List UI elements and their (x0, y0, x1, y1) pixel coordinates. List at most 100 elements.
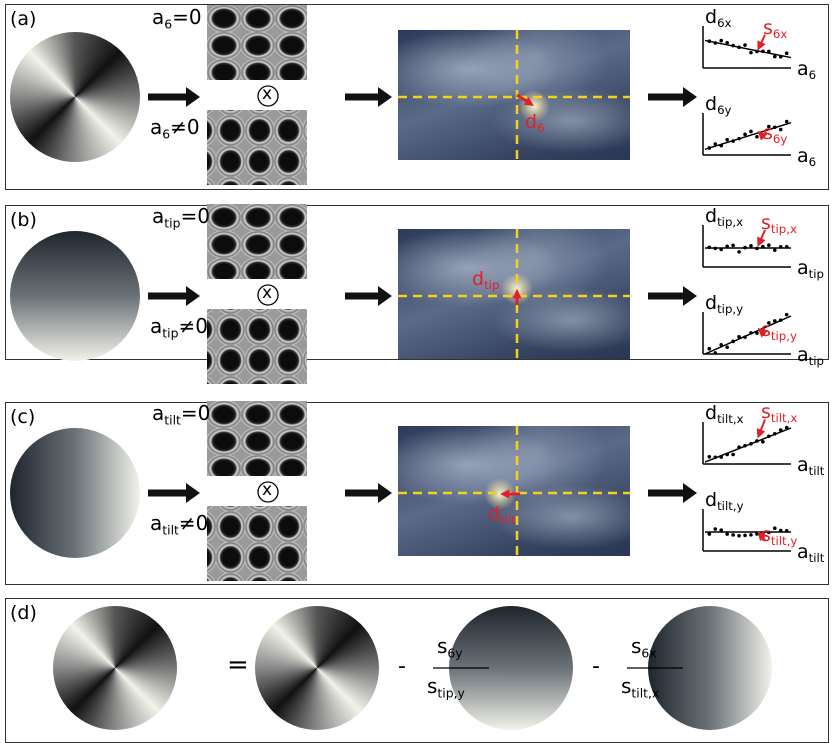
image-label: a6=0 (152, 7, 202, 31)
sample-point (731, 244, 735, 248)
sample-point (743, 534, 747, 538)
label-sub: tilt,y (771, 534, 797, 548)
sample-point (779, 245, 783, 249)
flow-arrow-head (378, 87, 392, 107)
label-base: d (705, 205, 717, 227)
sample-point (737, 335, 741, 339)
image-label: atip=0 (152, 206, 210, 230)
sample-point (779, 428, 783, 432)
minus-sign: - (592, 656, 600, 678)
sample-point (708, 347, 712, 351)
sample-point (755, 439, 759, 443)
sample-point (755, 50, 759, 54)
sample-point (779, 55, 783, 59)
label-sub: tip,y (717, 302, 743, 316)
sample-point (713, 41, 717, 45)
minus-sign: - (398, 656, 406, 678)
label-base: s (761, 212, 771, 234)
image-label: atilt≠0 (150, 513, 208, 537)
fraction-denominator: stilt,x (621, 676, 659, 700)
label-base: s (761, 319, 771, 341)
sample-point (725, 453, 729, 457)
label-base: a (797, 454, 809, 476)
panel-label: (c) (10, 408, 35, 427)
slope-label: stilt,y (761, 526, 797, 548)
shift-label: d6 (525, 113, 545, 135)
label-rest: ≠0 (179, 511, 208, 535)
label-sub: tilt,x (631, 685, 659, 700)
sample-point (773, 248, 777, 252)
panel-label: (d) (10, 604, 37, 623)
sample-point (785, 245, 789, 249)
panel-label: (a) (10, 10, 36, 29)
label-sub: 6 (162, 126, 170, 141)
equals-sign: = (227, 652, 249, 678)
label-base: s (763, 17, 773, 39)
sample-point (749, 51, 753, 55)
label-sub: tip (809, 267, 824, 281)
plot-x-label: atip (797, 346, 824, 368)
sample-point (713, 247, 717, 251)
sample-point (749, 244, 753, 248)
flow-arrow-head (378, 483, 392, 503)
label-sub: tilt (500, 513, 516, 527)
sample-point (743, 335, 747, 339)
sample-point (731, 453, 735, 457)
label-base: s (761, 524, 771, 546)
image-label: atilt=0 (152, 403, 210, 427)
label-sub: tilt (809, 464, 825, 478)
sample-point (708, 532, 712, 536)
slope-label: s6y (763, 124, 787, 146)
sample-point (708, 39, 712, 43)
sample-point (719, 248, 723, 252)
red-arrow-head (500, 489, 509, 498)
sample-point (725, 41, 729, 45)
label-base: a (797, 541, 809, 563)
plot-x-label: atip (797, 259, 824, 281)
label-sub: 6 (809, 155, 817, 169)
label-base: a (797, 344, 809, 366)
label-sub: 6y (717, 103, 731, 117)
label-sub: tip,y (437, 685, 464, 700)
label-base: d (472, 268, 484, 290)
plot-x-label: atilt (797, 543, 824, 565)
label-base: s (631, 634, 641, 658)
operator: x (262, 285, 272, 302)
plot-y-label: dtilt,x (705, 404, 744, 426)
sample-point (737, 534, 741, 538)
sample-point (785, 52, 789, 56)
sample-point (743, 133, 747, 137)
operator: x (262, 482, 272, 499)
label-base: a (150, 115, 162, 139)
sample-point (719, 528, 723, 532)
label-base: a (152, 5, 164, 29)
label-sub: tilt (162, 522, 179, 537)
slope-label: stip,y (761, 321, 797, 343)
plot-x-label: atilt (797, 456, 824, 478)
fit-line (705, 428, 791, 462)
plot-y-label: dtip,x (705, 207, 743, 229)
label-base: a (152, 401, 164, 425)
shift-label: dtip (472, 270, 499, 292)
sample-point (749, 533, 753, 537)
flow-arrow-head (683, 286, 697, 306)
sample-point (731, 139, 735, 143)
red-arrow-head (512, 289, 521, 298)
sample-point (767, 435, 771, 439)
label-rest: =0 (172, 5, 201, 29)
label-sub: tip (162, 325, 178, 340)
label-sub: tilt,x (771, 412, 797, 426)
plot-y-label: dtilt,y (705, 491, 744, 513)
sample-point (737, 445, 741, 449)
label-sub: 6y (447, 645, 462, 660)
label-sub: tilt (164, 412, 181, 427)
sample-point (708, 455, 712, 459)
operator: x (262, 86, 272, 103)
sample-point (713, 456, 717, 460)
sample-point (785, 120, 789, 124)
sample-point (725, 532, 729, 536)
label-rest: ≠0 (178, 314, 207, 338)
sample-point (743, 444, 747, 448)
sample-point (708, 146, 712, 150)
fraction-numerator: s6y (437, 636, 463, 660)
